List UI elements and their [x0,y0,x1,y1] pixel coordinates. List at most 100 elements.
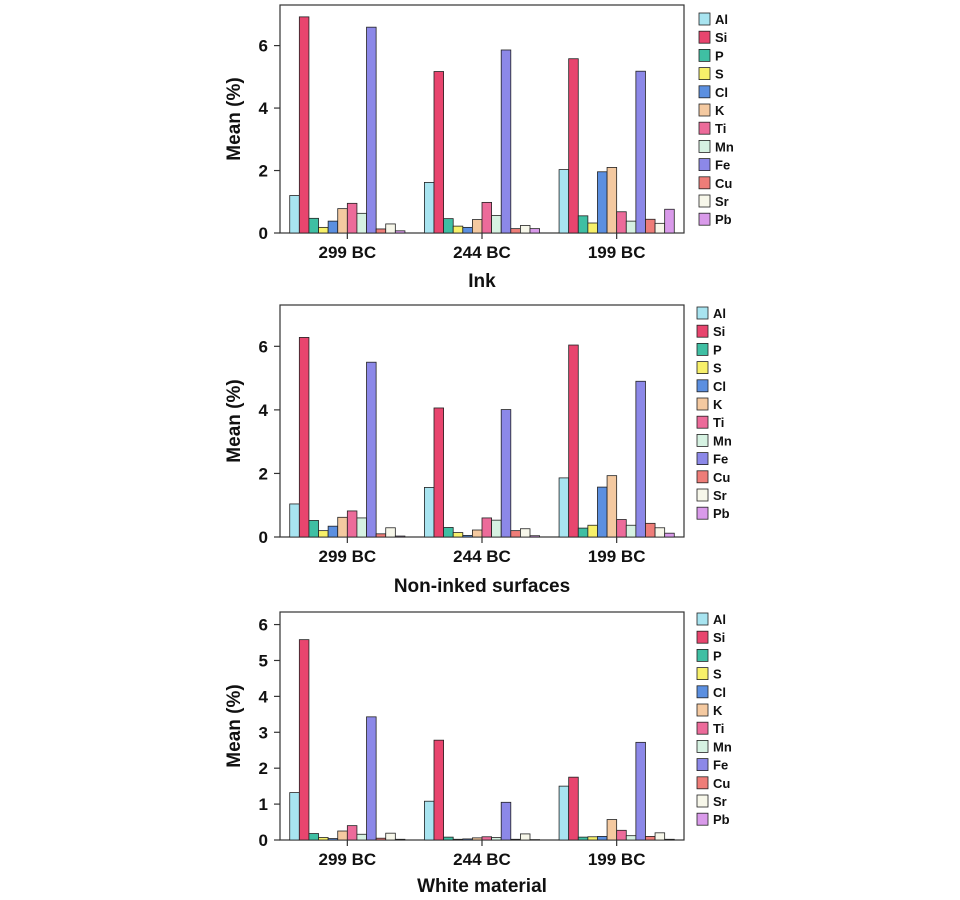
bar-Fe-244-BC [500,49,512,234]
legend-swatch-Sr [698,194,711,208]
y-axis-label: Mean (%) [224,77,245,160]
bar-Pb-244-BC [529,228,541,234]
bar-Si-299-BC [298,16,310,234]
y-tick-label: 0 [259,831,268,850]
legend-label-Cu: Cu [713,470,730,485]
legend-label-K: K [715,103,725,118]
y-tick-label: 4 [259,687,269,706]
bar-P-299-BC [308,833,319,841]
legend-label-Sr: Sr [713,794,727,809]
x-tick-label: 244 BC [453,243,511,262]
bar-P-199-BC [577,527,589,538]
bar-Ti-199-BC [616,211,627,234]
y-tick-label: 4 [259,99,269,118]
bar-Pb-299-BC [394,230,406,234]
bar-Al-299-BC [289,792,300,841]
bar-Cl-199-BC [597,836,608,841]
bar-Sr-299-BC [385,223,396,234]
legend-label-Mn: Mn [713,433,732,448]
legend-label-Cl: Cl [715,85,728,100]
bar-Pb-299-BC [394,535,406,538]
bar-Fe-244-BC [500,409,512,538]
bar-Ti-199-BC [616,519,627,538]
bar-Cl-299-BC [327,838,339,841]
legend-swatch-Fe [696,758,709,771]
bar-Cu-299-BC [375,837,387,841]
bar-Cu-199-BC [645,218,656,234]
x-tick-label: 199 BC [588,850,646,869]
legend: Al Si PS Cl K Ti Mn Fe Cu Sr Pb [698,12,734,227]
legend-swatch-P [698,49,711,62]
legend-swatch-Mn [696,740,709,753]
legend-label-Cl: Cl [713,379,726,394]
bar-Pb-199-BC [664,838,675,841]
legend-swatch-Sr [696,794,709,808]
legend-swatch-Sr [696,488,709,502]
y-tick-label: 6 [259,337,268,356]
legend-label-Ti: Ti [713,721,724,736]
bar-Al-244-BC [423,800,435,841]
bar-P-244-BC [443,218,454,234]
bar-Cl-299-BC [327,525,339,538]
legend-label-Fe: Fe [713,452,728,467]
bar-Si-244-BC [433,71,445,234]
bar-Si-244-BC [433,407,445,538]
legend-label-P: P [715,48,724,63]
legend-swatch-Ti [696,415,709,429]
legend-swatch-Cu [696,470,709,484]
bar-Ti-199-BC [616,829,627,841]
bar-Al-244-BC [423,181,435,234]
bar-Sr-199-BC [654,222,666,234]
bar-Mn-244-BC [491,519,502,538]
bar-Pb-199-BC [664,208,675,234]
legend-label-Al: Al [713,612,726,627]
bar-K-244-BC [471,529,483,538]
bar-Cu-299-BC [375,228,387,234]
legend-swatch-Al [698,12,711,26]
bar-Pb-244-BC [529,535,541,538]
bar-Fe-199-BC [635,380,646,538]
bar-Cl-199-BC [597,171,608,234]
bar-Mn-299-BC [356,833,367,841]
x-tick-label: 299 BC [319,850,377,869]
legend-swatch-Fe [698,158,711,172]
legend-swatch-P [696,342,709,356]
legend-swatch-P [696,649,709,662]
bar-Fe-299-BC [366,26,377,234]
legend-label-Al: Al [713,306,726,321]
bar-Al-199-BC [558,477,570,538]
bar-Mn-199-BC [625,835,637,841]
legend-label-Al: Al [715,12,728,27]
legend-label-S: S [713,361,722,376]
bar-Cu-299-BC [375,533,387,538]
y-tick-label: 6 [259,37,268,56]
legend-label-Cu: Cu [713,776,730,791]
bar-K-244-BC [471,219,483,234]
legend-label-S: S [713,667,722,682]
y-tick-label: 0 [259,224,268,243]
legend-label-Cl: Cl [713,685,726,700]
bar-Sr-299-BC [385,832,396,841]
legend-label-Pb: Pb [713,812,730,827]
bar-P-299-BC [308,520,319,538]
bar-Fe-299-BC [366,361,377,538]
legend-label-S: S [715,67,724,82]
legend: Al Si PS Cl K Ti Mn Fe Cu Sr Pb [696,306,732,521]
bar-Ti-244-BC [481,201,493,234]
legend-swatch-Pb [696,812,709,826]
bar-Al-244-BC [423,487,435,538]
bar-S-299-BC [318,837,329,841]
legend-swatch-Cl [698,85,711,99]
bar-S-244-BC [452,838,464,841]
x-tick-label: 299 BC [319,243,377,262]
legend-swatch-Cu [696,776,709,790]
bar-Fe-199-BC [635,70,646,234]
chart-panel-3: 0 1 2 3 4 5 6 Mean (%) 299 BC 244 BC 199 BC White m… [224,611,732,897]
bar-S-299-BC [318,226,329,234]
legend-label-Si: Si [713,630,725,645]
bar-Cu-244-BC [510,530,521,538]
legend-swatch-K [696,397,709,411]
bar-Sr-244-BC [520,528,531,538]
y-tick-label: 5 [259,651,268,670]
bar-P-199-BC [577,215,589,234]
